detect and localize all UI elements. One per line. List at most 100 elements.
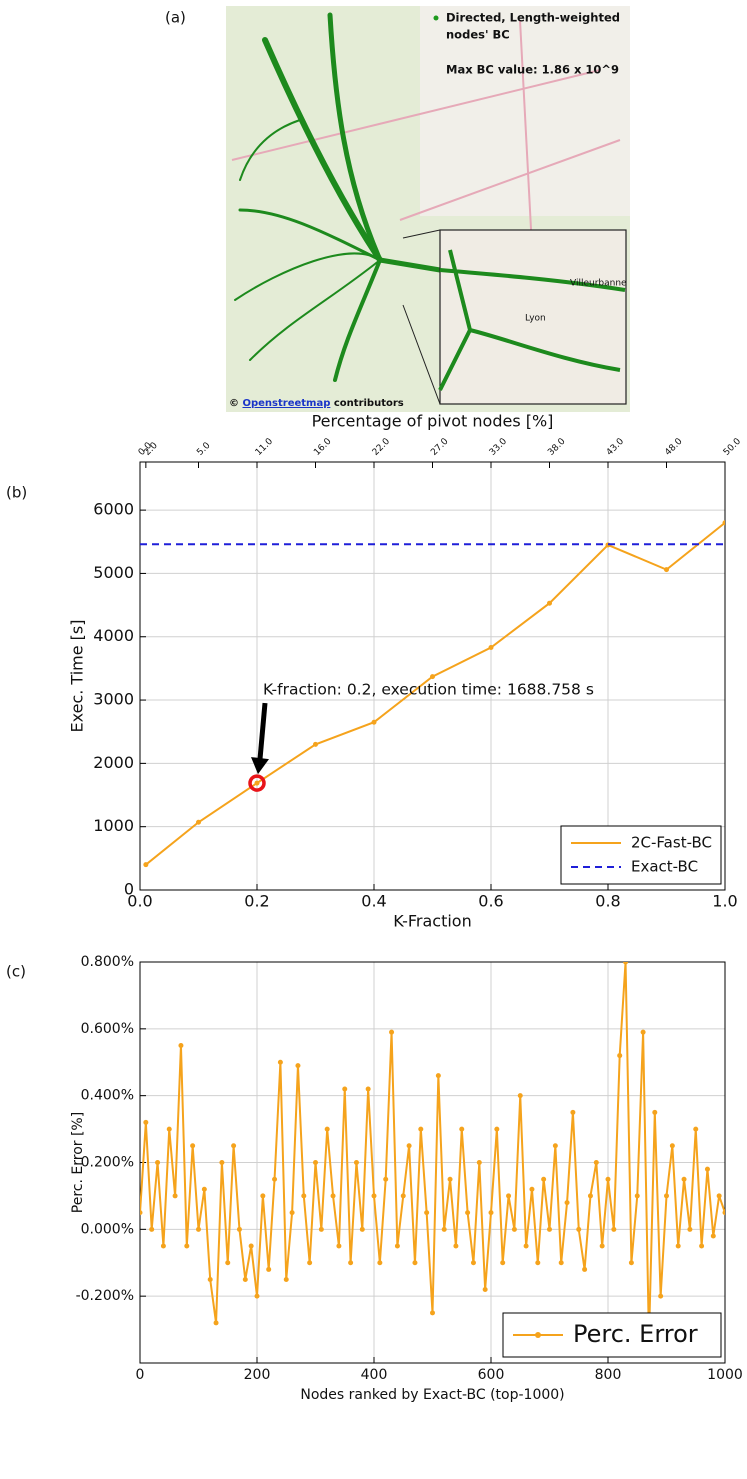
y-tick-label: 4000 — [93, 626, 134, 645]
y-axis-label: Exec. Time [s] — [68, 620, 87, 733]
data-point — [430, 674, 435, 680]
data-point — [634, 1193, 640, 1199]
data-point — [470, 1260, 476, 1266]
y-tick-label: 0.200% — [81, 1155, 134, 1171]
data-point — [424, 1210, 430, 1216]
data-point — [687, 1226, 693, 1232]
data-point — [160, 1243, 166, 1249]
panel-label: (b) — [6, 484, 27, 502]
data-point — [236, 1226, 242, 1232]
data-point — [523, 1243, 529, 1249]
data-point — [435, 1073, 441, 1079]
x2-tick-label: 33.0 — [488, 436, 509, 457]
data-point — [353, 1160, 359, 1165]
data-point — [383, 1176, 389, 1182]
data-point — [669, 1143, 675, 1149]
data-point — [254, 780, 260, 786]
map-legend: Directed, Length-weighted — [446, 11, 620, 25]
data-point — [149, 1226, 155, 1232]
data-point — [476, 1160, 482, 1165]
series-group — [140, 520, 725, 868]
legend-marker — [535, 1332, 541, 1338]
x2-tick-label: 11.0 — [254, 436, 275, 457]
map: Lyon Villeurbanne Directed, Length-weigh… — [226, 6, 630, 412]
data-point — [342, 1086, 348, 1092]
data-point — [418, 1126, 424, 1132]
data-point — [196, 819, 201, 825]
data-point — [447, 1176, 453, 1182]
data-point — [377, 1260, 383, 1266]
series-line — [140, 962, 725, 1340]
data-point — [511, 1226, 517, 1232]
data-point — [412, 1260, 418, 1266]
data-point — [277, 1059, 283, 1065]
data-point — [611, 1226, 617, 1232]
data-point — [722, 1210, 725, 1216]
data-point — [704, 1166, 710, 1172]
legend-dot — [433, 15, 439, 21]
data-point — [482, 1286, 488, 1292]
data-point — [459, 1126, 465, 1132]
attribution-link[interactable]: Openstreetmap — [242, 398, 330, 409]
data-point — [225, 1260, 231, 1266]
x-tick-label: 1.0 — [712, 892, 737, 911]
data-point — [582, 1266, 588, 1272]
data-point — [266, 1266, 272, 1272]
data-point — [301, 1193, 307, 1199]
data-point — [664, 567, 669, 573]
data-point — [658, 1293, 664, 1299]
data-point — [155, 1160, 161, 1165]
x2-tick-label: 48.0 — [663, 436, 684, 457]
data-point — [254, 1293, 260, 1299]
data-point — [623, 962, 629, 965]
data-point — [166, 1126, 172, 1132]
y-tick-label: 0.800% — [81, 954, 134, 970]
y-tick-label: -0.200% — [76, 1288, 134, 1304]
map-legend: nodes' BC — [446, 28, 510, 42]
y-tick-label: 1000 — [93, 816, 134, 835]
bc-network — [234, 12, 443, 382]
data-point — [453, 1243, 459, 1249]
data-point — [552, 1143, 558, 1149]
data-point — [430, 1310, 435, 1316]
x-tick-label: 400 — [361, 1367, 388, 1383]
attribution: © Openstreetmap contributors — [229, 398, 404, 409]
data-point — [564, 1200, 570, 1206]
annotation-arrow — [257, 702, 268, 760]
panel-label: (c) — [6, 963, 26, 981]
data-point — [272, 1176, 278, 1182]
data-point — [348, 1260, 354, 1266]
x-tick-label: 600 — [478, 1367, 505, 1383]
data-point — [213, 1320, 219, 1326]
data-point — [283, 1276, 289, 1282]
data-point — [295, 1063, 301, 1069]
y-tick-label: 0.400% — [81, 1088, 134, 1104]
legend-label: Perc. Error — [573, 1320, 698, 1348]
highlight-point — [248, 774, 266, 792]
data-point — [500, 1260, 506, 1266]
x2-tick-label: 38.0 — [546, 436, 567, 457]
data-point — [140, 1210, 143, 1216]
data-point — [593, 1160, 599, 1165]
attribution-symbol: © — [229, 398, 239, 409]
x2-tick-label: 27.0 — [429, 436, 450, 457]
data-point — [599, 1243, 605, 1249]
x-axis-label: K-Fraction — [393, 912, 471, 931]
data-point — [172, 1193, 178, 1199]
annotation-text: K-fraction: 0.2, execution time: 1688.75… — [263, 681, 594, 699]
data-point — [231, 1143, 237, 1149]
place-label: Villeurbanne — [570, 279, 627, 289]
data-point — [529, 1186, 535, 1192]
data-point — [207, 1276, 213, 1282]
data-point — [143, 862, 149, 868]
data-point — [359, 1226, 365, 1232]
series-group — [140, 962, 725, 1343]
data-point — [184, 1243, 190, 1249]
data-point — [260, 1193, 266, 1199]
x-tick-label: 0 — [136, 1367, 145, 1383]
x2-tick-label: 50.0 — [722, 436, 743, 457]
data-point — [178, 1043, 184, 1049]
x-tick-label: 0.0 — [127, 892, 152, 911]
data-point — [324, 1126, 330, 1132]
data-point — [488, 645, 494, 651]
